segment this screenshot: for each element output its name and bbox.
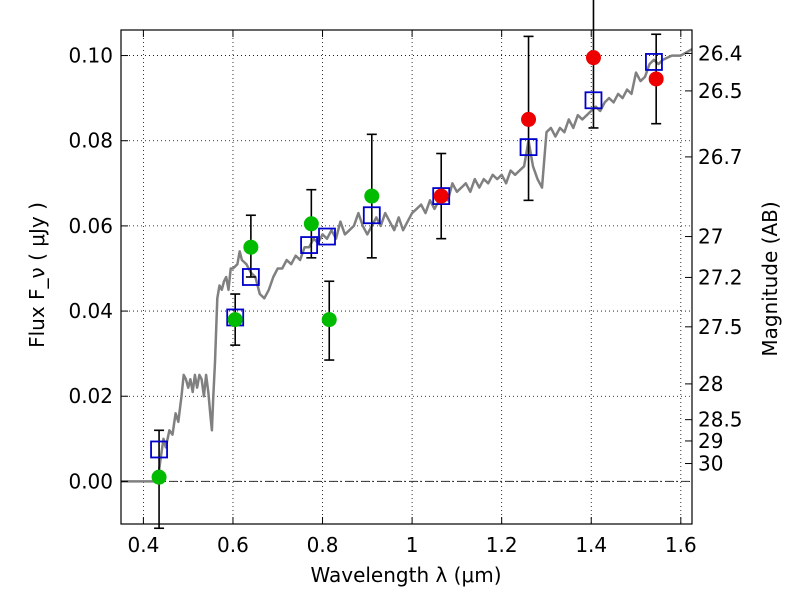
right-tick-label: 26.7 bbox=[698, 145, 743, 169]
x-tick-label: 0.4 bbox=[127, 533, 159, 557]
model-photometry-square bbox=[519, 138, 538, 157]
x-tick-label: 1 bbox=[406, 533, 419, 557]
y-tick-label: 0.10 bbox=[68, 44, 113, 68]
observed-point-green bbox=[364, 188, 380, 204]
model-photometry-square bbox=[432, 187, 451, 205]
model-spectrum-line bbox=[121, 48, 693, 483]
right-tick-label: 28 bbox=[698, 372, 723, 396]
right-tick-label: 30 bbox=[698, 452, 723, 476]
observed-point-green bbox=[227, 312, 243, 328]
plot-frame bbox=[120, 29, 693, 525]
grid-lines bbox=[121, 30, 692, 524]
plot-area bbox=[121, 0, 693, 530]
right-tick-label: 27.2 bbox=[698, 265, 743, 289]
right-tick-label: 29 bbox=[698, 429, 723, 453]
model-photometry-square bbox=[300, 236, 318, 254]
x-tick-label: 0.8 bbox=[307, 533, 339, 557]
observed-point-green bbox=[303, 216, 319, 232]
observed-point-green bbox=[321, 312, 337, 328]
axis-ticks: 0.4 0.6 0.8 1 1.2 1.4 1.6 0.00 0.02 0.04 0.06 0.08 0… bbox=[68, 30, 743, 557]
x-tick-label: 1.6 bbox=[665, 533, 697, 557]
model-photometry-square bbox=[150, 440, 168, 459]
model-photometry-square bbox=[241, 268, 260, 286]
observed-point-green bbox=[243, 239, 259, 255]
y-tick-label: 0.06 bbox=[68, 214, 113, 238]
x-tick-label: 1.4 bbox=[575, 533, 607, 557]
observed-point-red bbox=[648, 71, 664, 87]
observed-point-green bbox=[151, 469, 167, 485]
y-tick-label: 0.08 bbox=[68, 129, 113, 153]
observed-point-red bbox=[433, 188, 449, 204]
model-photometry-square bbox=[362, 206, 381, 225]
y-axis-label: Flux F_ν ( μJy ) bbox=[25, 202, 49, 348]
y-tick-label: 0.02 bbox=[68, 384, 113, 408]
right-axis-label: Magnitude (AB) bbox=[758, 201, 782, 356]
y-tick-label: 0.04 bbox=[68, 299, 113, 323]
right-tick-label: 27 bbox=[698, 225, 723, 249]
y-tick-label: 0.00 bbox=[68, 469, 113, 493]
model-photometry-square bbox=[584, 91, 603, 110]
right-tick-label: 26.4 bbox=[698, 41, 743, 65]
model-photometry-square bbox=[318, 227, 336, 246]
observed-point-red bbox=[585, 50, 601, 66]
x-tick-label: 0.6 bbox=[217, 533, 249, 557]
model-photometry-square bbox=[645, 53, 663, 71]
x-tick-label: 1.2 bbox=[486, 533, 518, 557]
right-tick-label: 27.5 bbox=[698, 315, 743, 339]
right-tick-label: 26.5 bbox=[698, 79, 743, 103]
x-axis-label: Wavelength λ (μm) bbox=[310, 563, 501, 587]
right-tick-label: 28.5 bbox=[698, 408, 743, 432]
observed-point-red bbox=[521, 111, 537, 127]
